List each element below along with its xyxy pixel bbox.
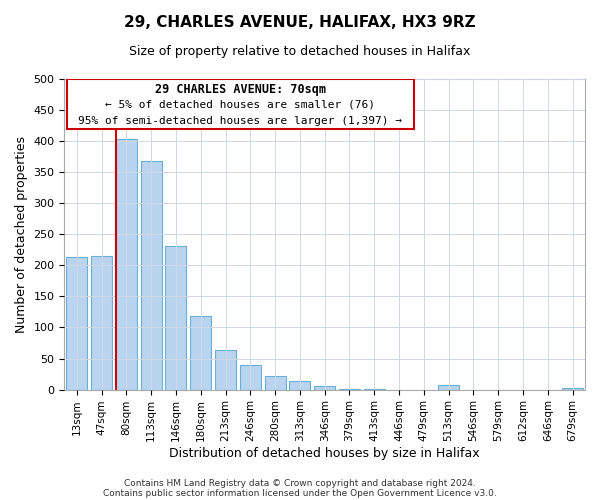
- Bar: [166, 246, 187, 390]
- Text: 29, CHARLES AVENUE, HALIFAX, HX3 9RZ: 29, CHARLES AVENUE, HALIFAX, HX3 9RZ: [124, 15, 476, 30]
- Bar: [116, 140, 137, 390]
- Bar: [240, 366, 261, 390]
- Bar: [265, 376, 286, 390]
- Bar: [91, 256, 112, 390]
- Bar: [140, 161, 162, 390]
- Bar: [314, 386, 335, 390]
- Text: Contains HM Land Registry data © Crown copyright and database right 2024.: Contains HM Land Registry data © Crown c…: [124, 478, 476, 488]
- Y-axis label: Number of detached properties: Number of detached properties: [15, 136, 28, 333]
- Bar: [66, 258, 88, 390]
- Text: ← 5% of detached houses are smaller (76): ← 5% of detached houses are smaller (76): [106, 100, 376, 110]
- Text: 29 CHARLES AVENUE: 70sqm: 29 CHARLES AVENUE: 70sqm: [155, 84, 326, 96]
- Bar: [562, 388, 583, 390]
- Bar: [438, 384, 459, 390]
- Text: Size of property relative to detached houses in Halifax: Size of property relative to detached ho…: [130, 45, 470, 58]
- Text: Contains public sector information licensed under the Open Government Licence v3: Contains public sector information licen…: [103, 488, 497, 498]
- X-axis label: Distribution of detached houses by size in Halifax: Distribution of detached houses by size …: [169, 447, 480, 460]
- Bar: [364, 389, 385, 390]
- Bar: [215, 350, 236, 390]
- Bar: [339, 389, 360, 390]
- Text: 95% of semi-detached houses are larger (1,397) →: 95% of semi-detached houses are larger (…: [79, 116, 403, 126]
- FancyBboxPatch shape: [67, 78, 414, 129]
- Bar: [190, 316, 211, 390]
- Bar: [289, 381, 310, 390]
